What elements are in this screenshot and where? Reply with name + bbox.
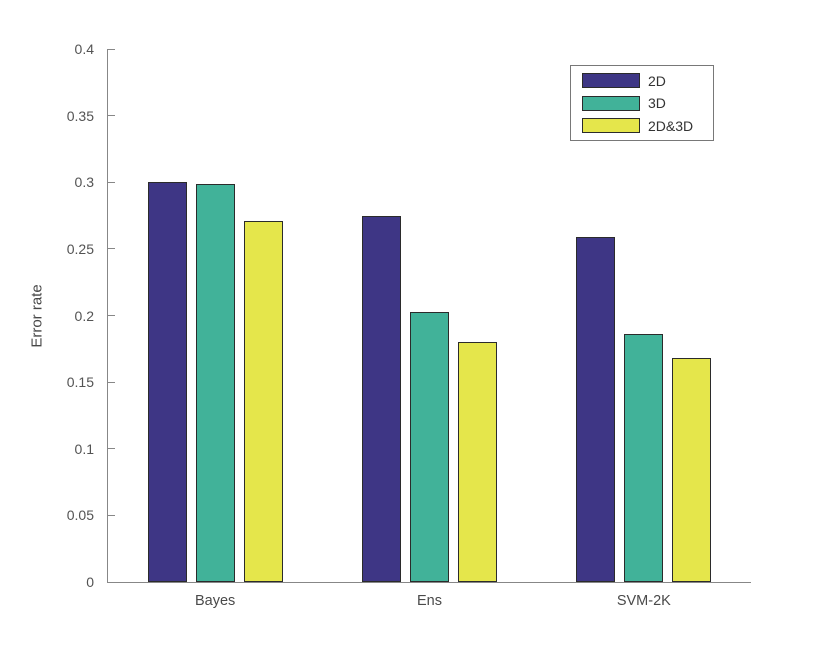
y-tick-label: 0.3 [74, 174, 94, 191]
bar-bayes-3d [195, 183, 235, 582]
bar-ens-2d [362, 215, 401, 582]
legend-swatch-3d [582, 95, 640, 111]
bar-bayes-2d-3d [243, 220, 283, 582]
y-tick-mark [108, 581, 115, 583]
y-tick-label: 0.25 [66, 240, 94, 257]
legend-swatch-2d3d [582, 118, 640, 133]
y-tick-label: 0 [86, 574, 94, 590]
x-tick-label-ens: Ens [417, 593, 442, 609]
legend-entry-2d3d: 2D&3D [571, 118, 713, 134]
y-tick-mark [108, 115, 115, 117]
bar-svm-2k-3d [624, 334, 664, 582]
legend-entry-2d: 2D [571, 73, 713, 89]
legend-label-2d: 2D [648, 72, 666, 89]
y-tick-mark [108, 248, 115, 250]
bar-bayes-2d [147, 182, 187, 582]
legend-label-2d3d: 2D&3D [648, 117, 694, 134]
legend: 2D 3D 2D&3D [570, 65, 714, 141]
legend-swatch-2d [582, 73, 640, 88]
y-tick-label: 0.35 [66, 107, 94, 124]
y-tick-mark [108, 381, 115, 383]
bar-svm-2k-2d [576, 236, 616, 582]
y-tick-mark [108, 315, 115, 316]
plot-area: Error rate 0 0.05 0.1 0.15 0.2 0.25 0.3 0.35 0.4… [29, 41, 751, 609]
x-tick-label-svm-2k: SVM-2K [616, 593, 671, 609]
bar-ens-3d [410, 311, 449, 582]
y-tick-label: 0.4 [74, 41, 94, 57]
bar-ens-2d-3d [458, 342, 497, 582]
y-tick-mark [108, 514, 115, 516]
y-tick-label: 0.05 [66, 507, 94, 524]
legend-entry-3d: 3D [571, 95, 713, 111]
y-tick-label: 0.15 [66, 374, 94, 391]
y-tick-mark [108, 181, 115, 183]
x-tick-label-bayes: Bayes [195, 593, 236, 609]
y-tick-label: 0.1 [74, 440, 94, 457]
y-tick-mark [108, 48, 115, 50]
bar-svm-2k-2d-3d [672, 358, 712, 582]
y-tick-label: 0.2 [74, 307, 94, 324]
y-tick-mark [108, 448, 115, 450]
legend-label-3d: 3D [648, 95, 666, 111]
